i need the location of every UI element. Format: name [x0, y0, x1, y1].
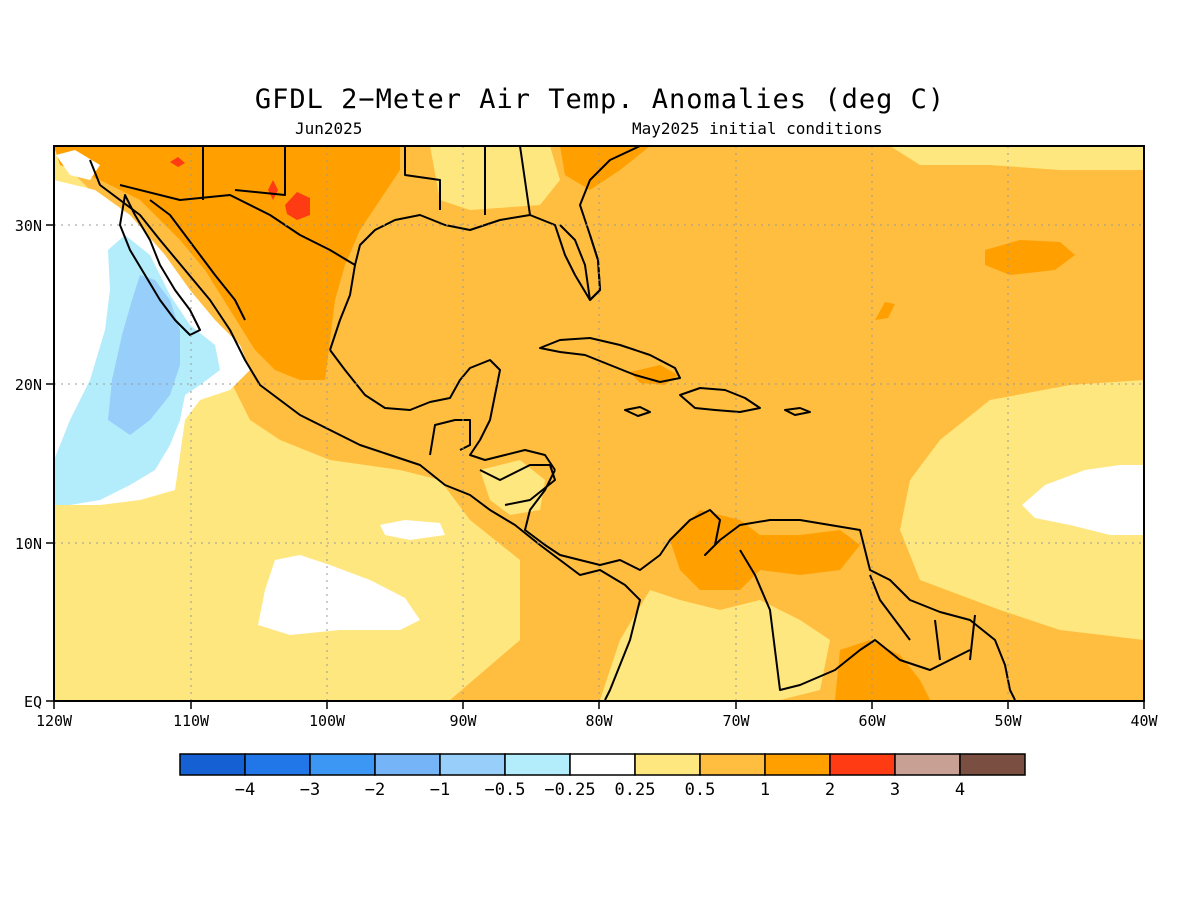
border-honduras-nicaragua — [479, 464, 556, 506]
forecast-month: Jun2025 — [295, 119, 363, 138]
chart-title: GFDL 2−Meter Air Temp. Anomalies (deg C) — [254, 84, 946, 115]
anomaly-band-2-3-spot-b — [285, 192, 310, 220]
anomaly-band-cool-core — [108, 275, 180, 435]
colorbar-label: −1 — [430, 780, 450, 800]
coastline-central-america — [524, 469, 1016, 701]
coastlines — [89, 146, 1016, 701]
colorbar-label: 1 — [760, 780, 770, 800]
border-south-america — [739, 549, 971, 691]
border-us-mexico — [119, 184, 356, 266]
coastline-gulf-california — [149, 199, 246, 321]
colorbar-label: −0.5 — [485, 780, 526, 800]
border-guianas — [869, 574, 976, 661]
initial-conditions-label: May2025 initial conditions — [632, 119, 883, 138]
colorbar-swatch — [764, 753, 831, 776]
colorbar-swatch — [699, 753, 766, 776]
state-borders — [202, 146, 531, 216]
coastline-gulf-south — [329, 349, 556, 471]
anomaly-field — [54, 146, 1144, 701]
anomaly-band-0.25-0.5-us-east — [430, 146, 560, 210]
coastline-pacific — [89, 159, 641, 701]
anomaly-band-near-zero-pacific-10n — [258, 555, 420, 635]
x-tick-label: 90W — [449, 712, 477, 730]
anomaly-band-1-2-atlantic-25n — [875, 302, 895, 320]
y-tick-label: 10N — [15, 535, 42, 553]
anomaly-band-0.25-0.5-atlantic — [900, 380, 1144, 640]
colorbar-swatch — [374, 753, 441, 776]
colorbar-label: −2 — [365, 780, 385, 800]
anomaly-band-near-zero-west — [56, 150, 100, 180]
x-tick-label: 120W — [36, 712, 73, 730]
colorbar-label: 0.25 — [615, 780, 656, 800]
y-tick-label: EQ — [24, 693, 42, 711]
colorbar-swatch — [959, 753, 1026, 776]
x-axis-labels: 120W 110W 100W 90W 80W 70W 60W 50W 40W — [36, 712, 1159, 730]
colorbar-label: −4 — [235, 780, 255, 800]
tick-marks — [46, 224, 1145, 709]
puerto-rico — [784, 407, 811, 416]
anomaly-band-2-3-spot-a — [170, 157, 185, 167]
colorbar-swatch — [569, 753, 636, 776]
anomaly-band-near-zero-pacific-12n — [380, 520, 445, 540]
colorbar-label: −0.25 — [544, 780, 595, 800]
coastline-baja — [119, 194, 201, 336]
colorbar-swatch — [634, 753, 701, 776]
x-tick-label: 80W — [585, 712, 613, 730]
colorbar-label: 3 — [890, 780, 900, 800]
colorbar-swatch — [309, 753, 376, 776]
x-tick-label: 60W — [858, 712, 886, 730]
colorbar-label: −3 — [300, 780, 320, 800]
colorbar-label: 2 — [825, 780, 835, 800]
x-tick-label: 110W — [173, 712, 210, 730]
florida — [559, 224, 601, 301]
cuba — [539, 337, 681, 383]
anomaly-band-1-2-mexico — [54, 146, 400, 380]
hispaniola — [679, 387, 761, 413]
anomaly-band-0.25-0.5-southamerica — [600, 590, 830, 700]
anomaly-band-1-2-guiana — [835, 640, 930, 700]
colorbar-swatch — [439, 753, 506, 776]
x-tick-label: 50W — [994, 712, 1022, 730]
colorbar-label: 4 — [955, 780, 965, 800]
y-tick-label: 30N — [15, 217, 42, 235]
y-tick-label: 20N — [15, 376, 42, 394]
colorbar-swatch — [179, 753, 246, 776]
colorbar-swatch — [504, 753, 571, 776]
y-axis-labels: EQ 10N 20N 30N — [15, 217, 42, 711]
colorbar-swatch — [894, 753, 961, 776]
x-tick-label: 40W — [1130, 712, 1158, 730]
x-tick-label: 100W — [309, 712, 346, 730]
colorbar: −4 −3 −2 −1 −0.5 −0.25 0.25 0.5 1 2 3 4 — [179, 753, 1026, 800]
jamaica — [624, 406, 651, 417]
anomaly-band-1-2-us-southeast — [560, 146, 650, 190]
colorbar-label: 0.5 — [685, 780, 716, 800]
x-tick-label: 70W — [722, 712, 750, 730]
colorbar-swatch — [829, 753, 896, 776]
anomaly-band-near-zero-atlantic — [1022, 465, 1144, 535]
anomaly-band-0.25-0.5-ne — [890, 146, 1144, 170]
grid-lines — [54, 146, 1144, 701]
colorbar-swatch — [244, 753, 311, 776]
